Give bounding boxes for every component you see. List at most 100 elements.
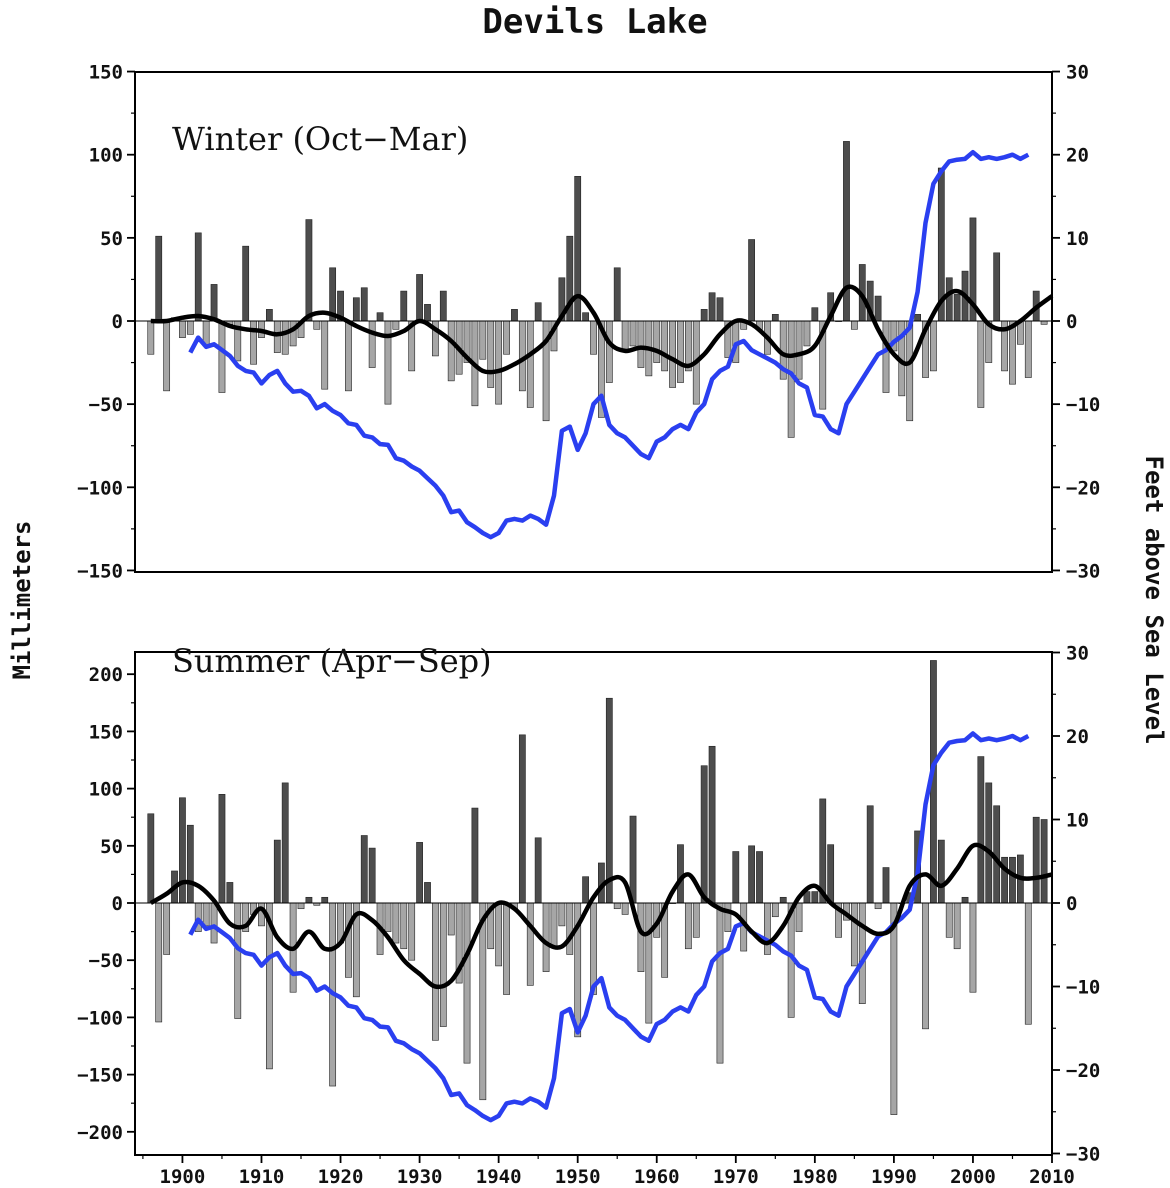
- precip-bar: [811, 891, 819, 904]
- precip-bar: [756, 851, 763, 904]
- precip-bar: [692, 902, 700, 938]
- precip-bar: [463, 902, 471, 1064]
- precip-bar: [392, 902, 400, 944]
- precip-bar: [242, 245, 250, 322]
- precip-bar: [218, 794, 226, 904]
- right-tick-label: 0: [1066, 893, 1077, 915]
- left-tick-label: −150: [77, 1065, 123, 1087]
- precip-bar: [305, 219, 313, 322]
- precip-bar: [352, 297, 360, 322]
- precip-bar: [1024, 320, 1032, 378]
- left-tick-label: −100: [77, 1007, 123, 1029]
- precip-bar: [273, 839, 281, 904]
- precip-bar: [906, 320, 914, 422]
- precip-bar: [147, 813, 155, 904]
- precip-bar: [471, 807, 479, 904]
- right-tick-label: 30: [1066, 62, 1089, 84]
- right-axis-label: Feet above Sea Level: [1140, 456, 1168, 745]
- precip-bar: [890, 902, 898, 1115]
- precip-bar: [953, 294, 961, 322]
- precip-bar: [566, 902, 574, 955]
- precip-bar: [764, 902, 771, 955]
- precip-bar: [479, 902, 487, 1101]
- x-tick-label: 1940: [476, 1166, 522, 1188]
- precip-bar: [297, 902, 305, 910]
- precip-bar: [526, 320, 534, 408]
- right-tick-label: −10: [1066, 977, 1100, 999]
- precip-bar: [321, 896, 329, 904]
- precip-bar: [1024, 902, 1032, 1025]
- precip-bar: [795, 320, 803, 380]
- precip-bar: [771, 902, 779, 918]
- precip-bar: [345, 320, 352, 392]
- precip-bar: [700, 309, 708, 322]
- precip-bar: [210, 902, 218, 944]
- precip-bar: [345, 902, 352, 978]
- precip-bar: [487, 320, 495, 388]
- precip-bar: [439, 290, 447, 322]
- left-tick-label: −50: [89, 950, 123, 972]
- precip-bar: [558, 902, 566, 927]
- left-tick-label: 0: [112, 893, 123, 915]
- precip-bar: [669, 320, 676, 388]
- precip-bar: [684, 902, 692, 950]
- right-tick-label: −30: [1066, 1144, 1100, 1166]
- right-tick-label: 10: [1066, 228, 1089, 250]
- precip-bar: [590, 902, 597, 995]
- left-tick-label: −200: [77, 1122, 123, 1144]
- precip-bar: [503, 902, 510, 995]
- precip-bar: [408, 902, 416, 961]
- precip-bar: [416, 274, 423, 322]
- precip-bar: [629, 815, 637, 904]
- precip-bar: [605, 320, 613, 383]
- precip-bar: [858, 902, 866, 1004]
- panel-label: Winter (Oct−Mar): [172, 120, 468, 158]
- precip-bar: [708, 745, 716, 904]
- precip-bar: [748, 239, 755, 322]
- precip-bar: [210, 284, 218, 322]
- precip-bar: [202, 902, 210, 927]
- precip-bar: [368, 320, 376, 368]
- precip-bar: [305, 896, 313, 904]
- precip-bar: [977, 756, 985, 904]
- precip-bar: [977, 320, 985, 408]
- precip-bar: [495, 902, 503, 967]
- x-tick-label: 1990: [871, 1166, 917, 1188]
- precip-bar: [874, 295, 882, 322]
- precip-bar: [937, 839, 945, 904]
- right-tick-label: 30: [1066, 643, 1089, 665]
- precip-bar: [985, 782, 993, 904]
- precip-bar: [708, 292, 716, 322]
- precip-bar: [700, 765, 708, 904]
- precip-bar: [424, 882, 431, 904]
- precip-bar: [874, 902, 882, 910]
- precip-bar: [969, 902, 977, 993]
- precip-bar: [993, 252, 1001, 322]
- x-axis: 1900 1910 1920 1930 1940 1950 1960 1970 1980 1990…: [142, 1155, 1075, 1188]
- precip-bar: [677, 320, 684, 383]
- precip-bar: [163, 902, 171, 955]
- precip-bar: [637, 902, 645, 972]
- precip-bar: [779, 896, 787, 904]
- precip-bar: [416, 842, 423, 904]
- precip-bar: [882, 320, 890, 393]
- x-tick-label: 1960: [634, 1166, 680, 1188]
- precip-bar: [518, 734, 526, 904]
- precip-bar: [613, 267, 621, 322]
- precip-bar: [645, 902, 653, 1024]
- x-tick-label: 1970: [713, 1166, 759, 1188]
- left-tick-label: −150: [77, 560, 123, 582]
- x-tick-label: 1980: [792, 1166, 838, 1188]
- precip-bar: [163, 320, 171, 392]
- precip-bar: [748, 845, 755, 904]
- precip-bar: [922, 902, 929, 1030]
- smoothed-line: [149, 842, 1053, 990]
- summer-panel: −200−150−100−50050100150200−30−20−100102…: [77, 642, 1100, 1166]
- x-tick-label: 1930: [397, 1166, 443, 1188]
- precip-bar: [273, 320, 281, 353]
- left-tick-label: 0: [112, 311, 123, 333]
- x-tick-label: 1950: [555, 1166, 601, 1188]
- precip-bar: [155, 235, 163, 322]
- right-tick-label: −10: [1066, 394, 1100, 416]
